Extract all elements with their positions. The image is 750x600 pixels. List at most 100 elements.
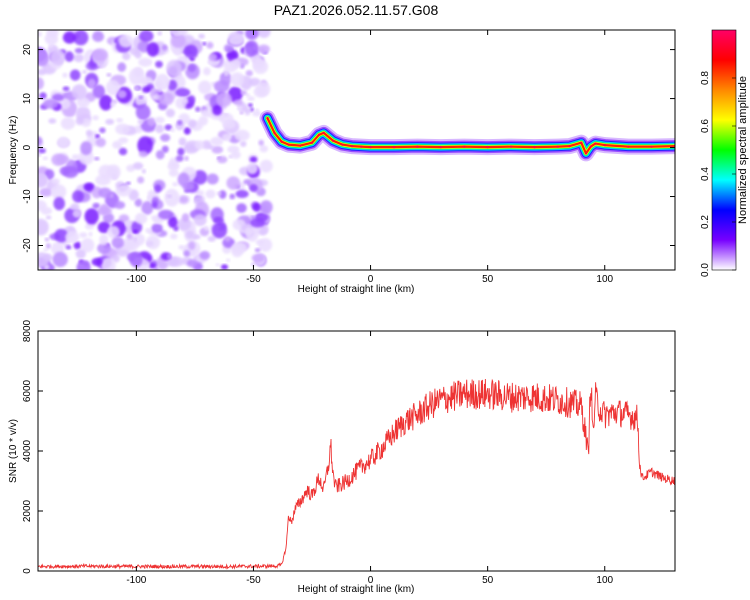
x-tick-label: 0 xyxy=(368,575,374,586)
noise-blob xyxy=(179,196,189,204)
noise-blob xyxy=(115,123,130,135)
noise-blob xyxy=(105,118,115,125)
noise-blob xyxy=(204,225,209,231)
noise-blob xyxy=(99,94,113,111)
noise-blob xyxy=(85,129,93,137)
noise-blob xyxy=(62,31,77,44)
noise-blob xyxy=(178,137,187,146)
noise-blob xyxy=(230,150,241,159)
ridge-point xyxy=(439,145,442,149)
noise-blob xyxy=(94,156,100,161)
noise-blob xyxy=(116,118,124,123)
noise-blob xyxy=(139,30,154,43)
y-tick-label: -10 xyxy=(22,189,33,204)
snr-x-label: Height of straight line (km) xyxy=(298,584,415,595)
noise-blob xyxy=(213,80,230,93)
noise-blob xyxy=(129,251,143,268)
noise-blob xyxy=(73,241,82,250)
noise-blob xyxy=(151,201,158,209)
noise-blob xyxy=(95,134,100,139)
noise-blob xyxy=(110,101,116,108)
noise-blob xyxy=(40,207,53,215)
noise-blob xyxy=(219,113,234,125)
noise-blob xyxy=(195,106,201,112)
ridge-point xyxy=(556,145,560,148)
y-tick-label: 0 xyxy=(22,568,33,574)
noise-blob xyxy=(42,156,49,161)
noise-blob xyxy=(128,67,145,86)
noise-blob xyxy=(50,49,66,66)
noise-blob xyxy=(155,60,163,68)
noise-blob xyxy=(38,252,50,268)
x-tick-label: 0 xyxy=(368,274,374,285)
ridge-point xyxy=(310,141,314,144)
noise-blob xyxy=(187,64,196,73)
noise-blob xyxy=(223,44,234,53)
ridge-point xyxy=(594,142,597,145)
noise-blob xyxy=(138,95,144,100)
noise-blob xyxy=(62,86,70,91)
ridge-point xyxy=(322,131,325,135)
noise-blob xyxy=(106,73,112,77)
ridge-point xyxy=(584,152,588,155)
noise-blob xyxy=(43,248,49,252)
colorbar-ticks: 0.0 0.2 0.4 0.6 0.8 xyxy=(700,71,736,277)
noise-blob xyxy=(39,187,53,197)
noise-blob xyxy=(154,116,165,124)
noise-blob xyxy=(252,59,269,74)
y-tick-label: 8000 xyxy=(22,319,33,342)
noise-blob xyxy=(217,155,228,164)
noise-blob xyxy=(73,30,89,46)
noise-blob xyxy=(46,30,59,38)
noise-blob xyxy=(157,31,162,36)
noise-blob xyxy=(62,166,79,178)
noise-blob xyxy=(137,176,145,184)
noise-blob xyxy=(249,217,266,228)
noise-blob xyxy=(213,217,224,224)
noise-blob xyxy=(170,33,186,49)
noise-blob xyxy=(38,77,44,90)
noise-blob xyxy=(188,241,196,250)
noise-blob xyxy=(166,59,182,78)
noise-blob xyxy=(221,133,232,141)
noise-blob xyxy=(147,117,156,127)
noise-blob xyxy=(65,245,72,250)
noise-blob xyxy=(201,140,212,150)
noise-blob xyxy=(146,42,160,57)
snr-y-label: SNR (10 * v/v) xyxy=(8,419,19,483)
noise-blob xyxy=(38,153,42,157)
spectrogram-x-axis: -100 -50 0 50 100 xyxy=(126,30,614,285)
noise-blob xyxy=(245,40,259,57)
noise-blob xyxy=(48,118,57,124)
noise-blob xyxy=(257,30,271,38)
noise-blob xyxy=(76,97,90,108)
noise-blob xyxy=(177,172,190,187)
noise-blob xyxy=(145,228,152,233)
noise-blob xyxy=(38,136,43,146)
noise-blob xyxy=(198,33,205,39)
colorbar-tick-label: 0.8 xyxy=(700,71,711,85)
noise-blob xyxy=(74,47,84,54)
noise-blob xyxy=(170,128,175,133)
noise-blob xyxy=(75,117,84,126)
noise-blob xyxy=(142,86,151,93)
ridge-point xyxy=(287,143,290,146)
noise-blob xyxy=(117,90,127,99)
noise-blob xyxy=(135,104,151,121)
noise-blob xyxy=(210,136,224,146)
noise-blob xyxy=(118,147,128,156)
noise-blob xyxy=(73,53,84,63)
noise-blob xyxy=(202,109,208,116)
spectrogram-x-label: Height of straight line (km) xyxy=(298,284,415,295)
x-tick-label: -50 xyxy=(246,274,261,285)
noise-blob xyxy=(226,49,239,62)
ridge-point xyxy=(273,131,276,135)
noise-blob xyxy=(233,99,244,106)
noise-blob xyxy=(231,242,247,254)
x-tick-label: 100 xyxy=(596,575,613,586)
noise-blob xyxy=(165,108,175,118)
noise-blob xyxy=(254,248,261,253)
noise-blob xyxy=(38,173,48,187)
noise-blob xyxy=(71,84,87,100)
